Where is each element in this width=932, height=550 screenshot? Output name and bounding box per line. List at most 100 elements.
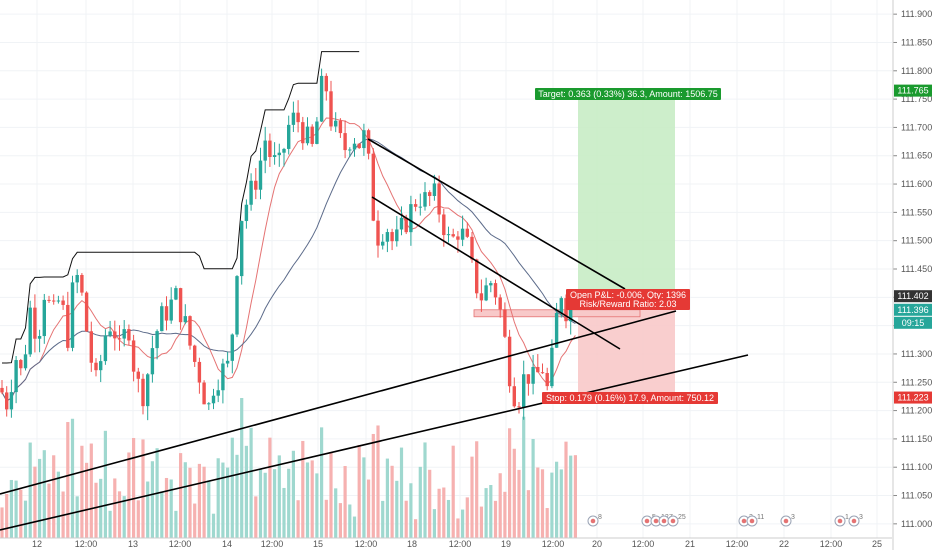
event-marker-dot [653, 518, 659, 524]
candle-body [287, 124, 291, 149]
volume-bar [66, 422, 70, 538]
candle-body [366, 130, 371, 154]
time-axis[interactable]: 12 12:00 13 12:00 14 12:00 15 12:00 18 12:00 19 12:… [0, 537, 892, 549]
x-tick-label: 12:00 [726, 539, 749, 549]
volume-bar [0, 507, 4, 538]
price-axis[interactable]: 111.000 111.050 111.100 111.150 111.200 111.2… [892, 0, 932, 550]
y-tick-label: 111.300 [901, 349, 932, 359]
volume-bar [273, 469, 277, 538]
candle-body [160, 306, 164, 332]
volume-bar [108, 510, 112, 538]
volume-bar [193, 503, 197, 538]
candle-body [432, 183, 437, 197]
volume-bar [555, 461, 559, 538]
candle-body [550, 347, 554, 387]
volume-bar [569, 455, 573, 538]
x-tick-label: 12:00 [449, 539, 472, 549]
ma-fast-line [1, 117, 576, 402]
volume-bar [451, 445, 455, 538]
volume-bar [19, 489, 23, 538]
y-tick-label: 111.900 [901, 9, 932, 19]
grid [0, 0, 892, 538]
candle-body [197, 361, 202, 383]
volume-bar [376, 425, 380, 538]
x-tick-label: 18 [407, 539, 417, 549]
candle-body [37, 336, 42, 339]
candle-body [319, 75, 324, 122]
trendline[interactable] [0, 354, 749, 531]
candle-body [536, 366, 540, 373]
x-tick-label: 12 [32, 539, 42, 549]
event-marker-dot [851, 518, 857, 524]
candle-body [334, 120, 338, 127]
volume-bar [418, 466, 422, 538]
candle-body [146, 374, 150, 407]
volume-bar [89, 443, 93, 538]
candle-body [338, 120, 343, 134]
candle-body [512, 386, 516, 407]
y-tick-label: 111.450 [901, 264, 932, 274]
volume-bar [221, 462, 225, 538]
price-tag [894, 316, 932, 329]
candle-body [503, 309, 507, 337]
volume-bar [456, 518, 460, 538]
event-markers[interactable]: 8512725311313 [587, 514, 863, 527]
candle-body [522, 374, 526, 408]
indicator-lines [1, 51, 576, 402]
volume-bar [85, 462, 89, 538]
volume-bar [432, 509, 436, 538]
volume-bar [461, 509, 465, 538]
volume-bar [263, 472, 267, 538]
candle-body [413, 204, 418, 207]
target-annotation-box [535, 88, 721, 100]
candle-body [89, 331, 93, 363]
candle-body [207, 403, 211, 405]
candle-body [240, 221, 244, 277]
candle-body [131, 340, 136, 372]
candle-body [554, 312, 559, 348]
open-pl-annotation-box [566, 289, 690, 301]
volume-bar [470, 456, 474, 538]
volume-bar [305, 462, 310, 538]
volume-bar [56, 471, 60, 538]
volume-bar [352, 516, 357, 538]
price-tag-label: 09:15 [902, 318, 925, 328]
y-tick-label: 111.050 [901, 491, 932, 501]
candle-body [183, 316, 187, 323]
price-tag-label: 111.223 [897, 393, 928, 403]
volume-bar [226, 467, 230, 538]
trendline[interactable] [371, 196, 621, 350]
candle-body [475, 259, 479, 294]
risk-reward-annotation-label: Risk/Reward Ratio: 2.03 [579, 299, 676, 309]
candle-body [498, 297, 502, 310]
volume-bar [526, 490, 530, 538]
volume-bar [390, 465, 394, 538]
volume-bar [70, 418, 75, 538]
candle-body [193, 345, 197, 362]
trendline[interactable] [367, 138, 626, 290]
candle-body [94, 362, 98, 371]
target-zone [578, 90, 675, 297]
upper-band-line [2, 51, 360, 364]
volume-bar [268, 437, 272, 538]
event-marker-dot [749, 518, 755, 524]
candle-body [564, 298, 568, 322]
volume-bar [301, 440, 305, 538]
candle-body [277, 152, 281, 156]
candle-body [225, 360, 230, 364]
volume-bar [5, 493, 9, 538]
trendline[interactable] [0, 310, 677, 495]
trendlines[interactable] [0, 138, 749, 531]
candle-body [395, 229, 399, 242]
x-tick-label: 21 [685, 539, 695, 549]
candle-body [56, 300, 61, 302]
volume-bar [399, 447, 404, 538]
candle-body [272, 155, 277, 157]
x-tick-label: 19 [501, 539, 511, 549]
y-tick-label: 111.650 [901, 151, 932, 161]
volume-bar [164, 477, 169, 538]
volume-bar [371, 433, 375, 538]
candle-body [385, 232, 390, 242]
event-marker-label: 3 [791, 514, 795, 521]
